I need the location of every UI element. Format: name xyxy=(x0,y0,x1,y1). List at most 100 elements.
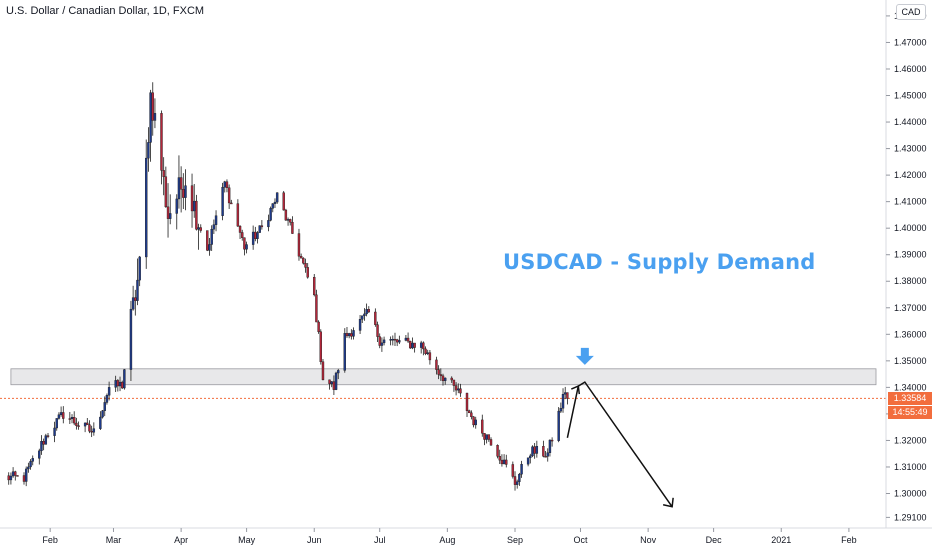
price-tick-label: 1.42000 xyxy=(894,170,927,180)
candle xyxy=(227,184,231,209)
candle xyxy=(92,422,96,436)
time-tick-label: May xyxy=(238,535,256,545)
price-tick-label: 1.32000 xyxy=(894,435,927,445)
candle xyxy=(57,412,61,420)
candle xyxy=(44,433,48,445)
candle-body xyxy=(535,446,539,454)
candle-body xyxy=(147,142,150,159)
candle-body xyxy=(7,475,10,481)
time-tick-label: Nov xyxy=(640,535,657,545)
candle-body xyxy=(374,311,377,325)
candle-body xyxy=(343,333,346,371)
candle xyxy=(42,438,45,451)
candle-body xyxy=(297,233,301,257)
candle-body xyxy=(352,330,355,337)
candle-body xyxy=(282,192,285,211)
candle xyxy=(529,453,532,464)
candle-body xyxy=(419,342,423,348)
candle xyxy=(184,169,187,211)
candle-body xyxy=(299,256,303,259)
candle-body xyxy=(225,181,229,188)
candle xyxy=(406,332,410,343)
last-price-tag: 1.33584 xyxy=(888,392,932,406)
candle-body xyxy=(83,422,87,427)
candle xyxy=(548,439,552,457)
price-tick-label: 1.47000 xyxy=(894,37,927,47)
price-axis[interactable]: 1.291001.300001.310001.320001.330001.340… xyxy=(886,11,927,522)
candle xyxy=(498,449,501,464)
candle-body xyxy=(75,422,78,426)
candle xyxy=(363,308,366,321)
candle-body xyxy=(548,439,552,453)
candle xyxy=(535,440,539,458)
candle xyxy=(515,479,519,489)
candle xyxy=(526,457,530,467)
candle xyxy=(136,258,139,306)
candle-body xyxy=(164,176,168,208)
candle-body xyxy=(275,192,279,203)
candle-body xyxy=(441,375,445,381)
candle-body xyxy=(271,203,274,209)
candle-body xyxy=(38,450,41,459)
candle-body xyxy=(199,227,202,231)
candle xyxy=(160,110,163,185)
candle-body xyxy=(77,425,80,427)
candle xyxy=(107,381,111,401)
candle xyxy=(411,337,414,350)
candle xyxy=(470,410,473,420)
time-axis[interactable]: Feb Mar Apr May Jun Jul Aug Sep Oct Nov Dec 2021 Feb xyxy=(42,528,857,545)
candle-body xyxy=(131,297,135,310)
time-tick-label: Mar xyxy=(106,535,122,545)
countdown-tag: 14:55:49 xyxy=(888,406,932,420)
candle xyxy=(68,411,72,425)
candle-body xyxy=(437,369,440,375)
candle-body xyxy=(251,231,255,245)
candle xyxy=(500,454,504,467)
candle xyxy=(166,183,170,238)
candle xyxy=(38,448,41,465)
candle-body xyxy=(428,352,432,361)
candle xyxy=(424,346,427,356)
candle xyxy=(297,228,301,261)
candle-body xyxy=(245,244,248,250)
projection-path xyxy=(566,381,674,508)
candle xyxy=(256,231,259,244)
candle xyxy=(422,341,425,356)
candle xyxy=(413,342,416,353)
candle-body xyxy=(531,446,534,457)
candle-body xyxy=(550,439,554,442)
candle-body xyxy=(564,392,567,395)
candle xyxy=(11,467,15,478)
candle-body xyxy=(465,392,469,411)
candle-body xyxy=(72,417,76,424)
candle-body xyxy=(123,369,126,389)
candle xyxy=(258,225,261,233)
candle-body xyxy=(398,340,401,343)
price-tick-label: 1.44000 xyxy=(894,117,927,127)
candle-body xyxy=(542,446,545,457)
currency-badge[interactable]: CAD xyxy=(896,4,926,20)
candle-body xyxy=(256,232,259,239)
candle-body xyxy=(515,481,519,485)
candle-body xyxy=(16,475,19,477)
candle-body xyxy=(389,339,392,341)
candle xyxy=(380,337,384,352)
candle-body xyxy=(404,337,408,341)
candle-body xyxy=(46,435,50,437)
candle-body xyxy=(214,215,218,225)
candle xyxy=(378,333,381,349)
candle xyxy=(382,336,386,346)
candle-body xyxy=(286,219,290,221)
candle-body xyxy=(195,200,198,230)
candle xyxy=(531,445,534,458)
candle-body xyxy=(212,224,216,230)
candle xyxy=(561,388,565,413)
candle xyxy=(9,472,13,485)
candle xyxy=(467,409,471,414)
candle xyxy=(321,358,325,381)
candle-body xyxy=(376,324,379,337)
candle-body xyxy=(406,337,410,342)
candle xyxy=(208,237,211,256)
candle-body xyxy=(208,244,211,251)
